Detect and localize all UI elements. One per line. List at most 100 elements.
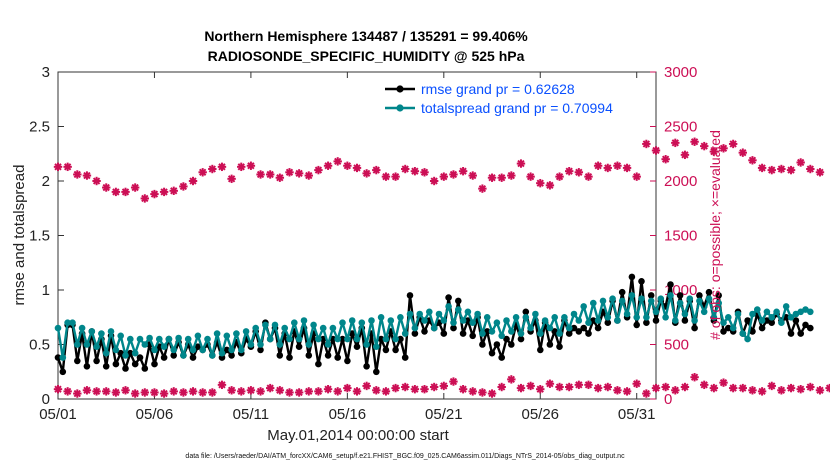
obs-possible-point <box>294 169 304 178</box>
rmse-point <box>469 332 477 340</box>
totalspread-point <box>508 328 515 335</box>
x-tick-label: 05/06 <box>136 406 174 423</box>
obs-evaluated-point-stroke <box>546 380 554 388</box>
obs-evaluated-point <box>130 389 140 398</box>
obs-evaluated-point-stroke <box>690 373 699 381</box>
obs-possible-point <box>217 162 227 172</box>
obs-evaluated-point-stroke <box>343 384 352 392</box>
totalspread-point <box>570 310 578 318</box>
obs-evaluated-point-stroke <box>430 383 438 391</box>
obs-evaluated-point-stroke <box>83 386 91 394</box>
totalspread-point <box>430 324 438 332</box>
rmse-point <box>112 360 120 368</box>
obs-evaluated-point <box>439 381 449 391</box>
rmse-point <box>257 346 264 354</box>
rmse-point <box>74 357 81 365</box>
totalspread-point <box>310 321 317 329</box>
totalspread-point <box>88 328 96 335</box>
chart-title-line1: Northern Hemisphere 134487 / 135291 = 99… <box>204 28 528 44</box>
obs-possible-point <box>401 164 410 174</box>
totalspread-point <box>112 346 120 354</box>
obs-possible-point <box>536 178 545 188</box>
totalspread-point <box>406 310 414 318</box>
obs-evaluated-point <box>82 386 92 395</box>
rmse-point <box>676 292 684 299</box>
obs-evaluated-point <box>401 382 410 392</box>
obs-possible-point <box>410 166 420 176</box>
totalspread-point <box>373 343 380 351</box>
obs-possible-point-stroke <box>276 174 284 182</box>
obs-possible-point-stroke <box>391 172 400 181</box>
obs-evaluated-point <box>352 387 362 396</box>
rmse-point <box>585 330 592 337</box>
obs-evaluated-point <box>449 377 458 386</box>
totalspread-point <box>117 332 124 340</box>
totalspread-point <box>628 292 636 299</box>
obs-possible-point-stroke <box>526 172 535 181</box>
obs-evaluated-point-stroke <box>401 383 409 391</box>
obs-possible-point-stroke <box>102 183 110 192</box>
obs-possible-point-stroke <box>343 162 352 170</box>
totalspread-point <box>638 295 645 303</box>
obs-possible-point <box>227 174 236 184</box>
totalspread-point <box>387 317 395 324</box>
obs-possible-point <box>507 171 516 180</box>
totalspread-point <box>440 317 448 324</box>
obs-evaluated-point-stroke <box>92 387 101 396</box>
obs-possible-point-stroke <box>150 190 159 198</box>
rmse-point <box>667 281 674 288</box>
obs-evaluated-point-stroke <box>594 384 602 392</box>
obs-possible-point-stroke <box>816 168 824 176</box>
obs-possible-point-stroke <box>170 187 178 195</box>
obs-possible-point-stroke <box>768 166 776 174</box>
y-right-tick-label: 1500 <box>664 228 697 245</box>
rmse-point <box>411 330 419 337</box>
obs-evaluated-point-stroke <box>498 383 506 391</box>
rmse-point <box>324 352 332 359</box>
rmse-point <box>392 346 399 354</box>
rmse-point <box>787 330 795 337</box>
obs-evaluated-point-stroke <box>189 387 197 396</box>
obs-evaluated-point <box>391 383 400 393</box>
legend-rmse-label: rmse grand pr = 0.62628 <box>421 81 575 97</box>
obs-evaluated-point <box>246 386 256 395</box>
obs-possible-point-stroke <box>208 165 216 173</box>
obs-possible-point-stroke <box>440 172 448 181</box>
obs-evaluated-point <box>507 375 516 384</box>
obs-possible-point-stroke <box>507 171 515 180</box>
obs-evaluated-point <box>343 383 352 393</box>
obs-possible-point <box>748 156 757 165</box>
rmse-point <box>401 354 409 361</box>
obs-possible-point <box>63 162 72 172</box>
rmse-point <box>638 278 645 285</box>
obs-possible-point <box>449 170 458 179</box>
totalspread-point <box>700 308 708 316</box>
obs-evaluated-point-stroke <box>584 381 593 389</box>
totalspread-point <box>421 317 428 324</box>
rmse-point <box>652 317 660 324</box>
obs-evaluated-point-stroke <box>314 387 323 396</box>
y-left-tick-label: 1 <box>42 282 50 299</box>
obs-possible-point-stroke <box>604 164 612 172</box>
x-tick-label: 05/26 <box>521 406 559 423</box>
obs-possible-point <box>179 182 188 191</box>
totalspread-point <box>744 335 751 343</box>
obs-possible-point-stroke <box>671 139 679 147</box>
obs-evaluated-point <box>651 383 661 393</box>
rmse-point <box>353 343 361 351</box>
y-right-tick-label: 2500 <box>664 119 697 136</box>
totalspread-point <box>758 317 766 324</box>
obs-possible-point-stroke <box>295 169 303 178</box>
obs-evaluated-point <box>545 379 555 388</box>
obs-evaluated-point <box>227 386 236 395</box>
obs-possible-point <box>545 181 555 190</box>
obs-possible-point-stroke <box>575 168 583 176</box>
obs-evaluated-point <box>217 380 227 390</box>
totalspread-point <box>257 341 264 348</box>
rmse-point <box>455 297 462 305</box>
obs-possible-point-stroke <box>420 168 429 176</box>
totalspread-point <box>556 330 563 337</box>
obs-possible-point <box>333 157 342 166</box>
obs-evaluated-point <box>121 386 130 395</box>
totalspread-point <box>782 303 790 310</box>
